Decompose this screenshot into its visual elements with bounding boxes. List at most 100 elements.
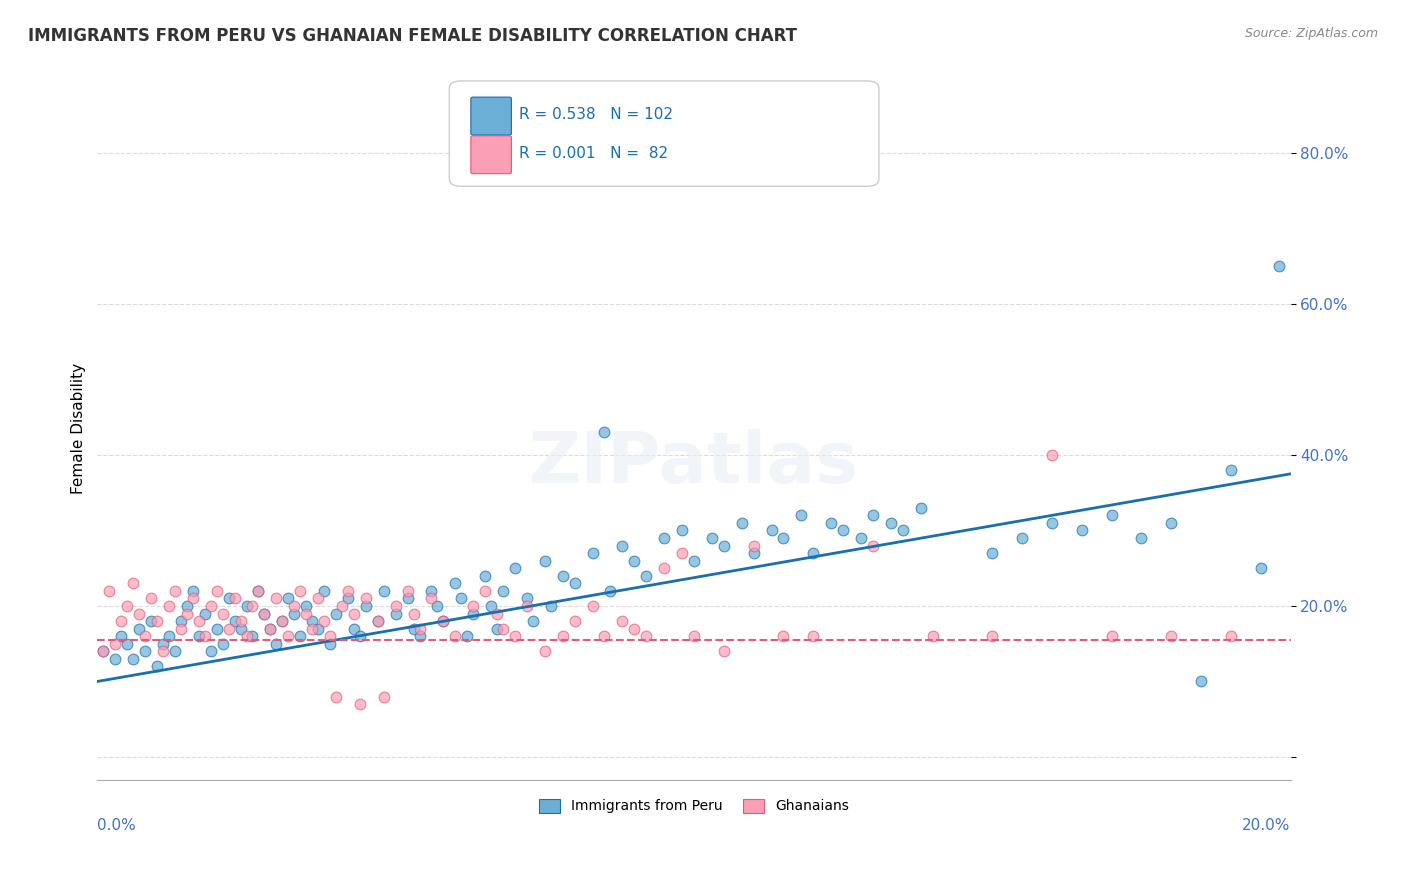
Point — [283, 607, 305, 621]
Point — [1040, 448, 1063, 462]
Point — [104, 652, 127, 666]
Point — [849, 531, 872, 545]
Point — [176, 607, 198, 621]
Point — [761, 524, 783, 538]
Point — [581, 599, 603, 613]
Point — [343, 607, 366, 621]
Point — [224, 591, 246, 606]
Point — [134, 644, 156, 658]
Point — [516, 591, 538, 606]
Point — [408, 629, 430, 643]
Point — [671, 524, 693, 538]
Point — [1267, 259, 1289, 273]
Point — [139, 614, 162, 628]
Text: IMMIGRANTS FROM PERU VS GHANAIAN FEMALE DISABILITY CORRELATION CHART: IMMIGRANTS FROM PERU VS GHANAIAN FEMALE … — [28, 27, 797, 45]
Point — [599, 583, 621, 598]
Point — [205, 583, 228, 598]
Text: ZIPatlas: ZIPatlas — [529, 429, 859, 498]
Point — [211, 637, 233, 651]
Point — [218, 591, 240, 606]
Point — [671, 546, 693, 560]
Point — [396, 583, 419, 598]
FancyBboxPatch shape — [450, 81, 879, 186]
Point — [104, 637, 127, 651]
Point — [91, 644, 114, 658]
Point — [420, 591, 443, 606]
Point — [801, 546, 824, 560]
Point — [367, 614, 389, 628]
Point — [312, 583, 335, 598]
Point — [235, 629, 257, 643]
Text: R = 0.001   N =  82: R = 0.001 N = 82 — [519, 145, 668, 161]
Point — [110, 629, 132, 643]
Point — [224, 614, 246, 628]
Point — [474, 583, 496, 598]
Point — [623, 622, 645, 636]
Point — [396, 591, 419, 606]
Point — [229, 614, 252, 628]
Point — [271, 614, 294, 628]
Point — [115, 599, 138, 613]
Point — [247, 583, 270, 598]
Point — [408, 622, 430, 636]
Text: 20.0%: 20.0% — [1243, 818, 1291, 833]
Point — [163, 583, 186, 598]
Point — [1219, 629, 1241, 643]
Point — [336, 591, 359, 606]
Point — [533, 554, 555, 568]
Point — [1189, 674, 1212, 689]
Point — [152, 644, 174, 658]
Point — [319, 637, 342, 651]
Point — [910, 500, 932, 515]
Point — [373, 583, 395, 598]
Point — [981, 629, 1004, 643]
Point — [612, 539, 634, 553]
Legend: Immigrants from Peru, Ghanaians: Immigrants from Peru, Ghanaians — [530, 790, 858, 822]
Point — [259, 622, 281, 636]
Point — [533, 644, 555, 658]
Point — [128, 607, 150, 621]
Point — [1250, 561, 1272, 575]
Point — [367, 614, 389, 628]
Point — [456, 629, 478, 643]
Point — [194, 629, 217, 643]
Point — [463, 599, 485, 613]
Point — [503, 561, 526, 575]
Point — [134, 629, 156, 643]
Point — [652, 561, 675, 575]
Point — [551, 568, 574, 582]
Point — [713, 539, 735, 553]
Point — [981, 546, 1004, 560]
Point — [307, 591, 329, 606]
Point — [1160, 629, 1182, 643]
Point — [426, 599, 449, 613]
Point — [139, 591, 162, 606]
Point — [146, 659, 169, 673]
Point — [218, 622, 240, 636]
Point — [801, 629, 824, 643]
Point — [259, 622, 281, 636]
Point — [444, 576, 467, 591]
Point — [503, 629, 526, 643]
Point — [564, 614, 586, 628]
Point — [486, 622, 509, 636]
Point — [921, 629, 943, 643]
Point — [652, 531, 675, 545]
Point — [1070, 524, 1092, 538]
Point — [110, 614, 132, 628]
Point — [200, 644, 222, 658]
Point — [301, 614, 323, 628]
Point — [343, 622, 366, 636]
Point — [253, 607, 276, 621]
Point — [266, 591, 288, 606]
Point — [832, 524, 855, 538]
Point — [432, 614, 454, 628]
Point — [271, 614, 294, 628]
Point — [373, 690, 395, 704]
FancyBboxPatch shape — [471, 97, 512, 135]
Point — [229, 622, 252, 636]
Point — [463, 607, 485, 621]
Point — [700, 531, 723, 545]
Point — [181, 591, 204, 606]
Point — [564, 576, 586, 591]
